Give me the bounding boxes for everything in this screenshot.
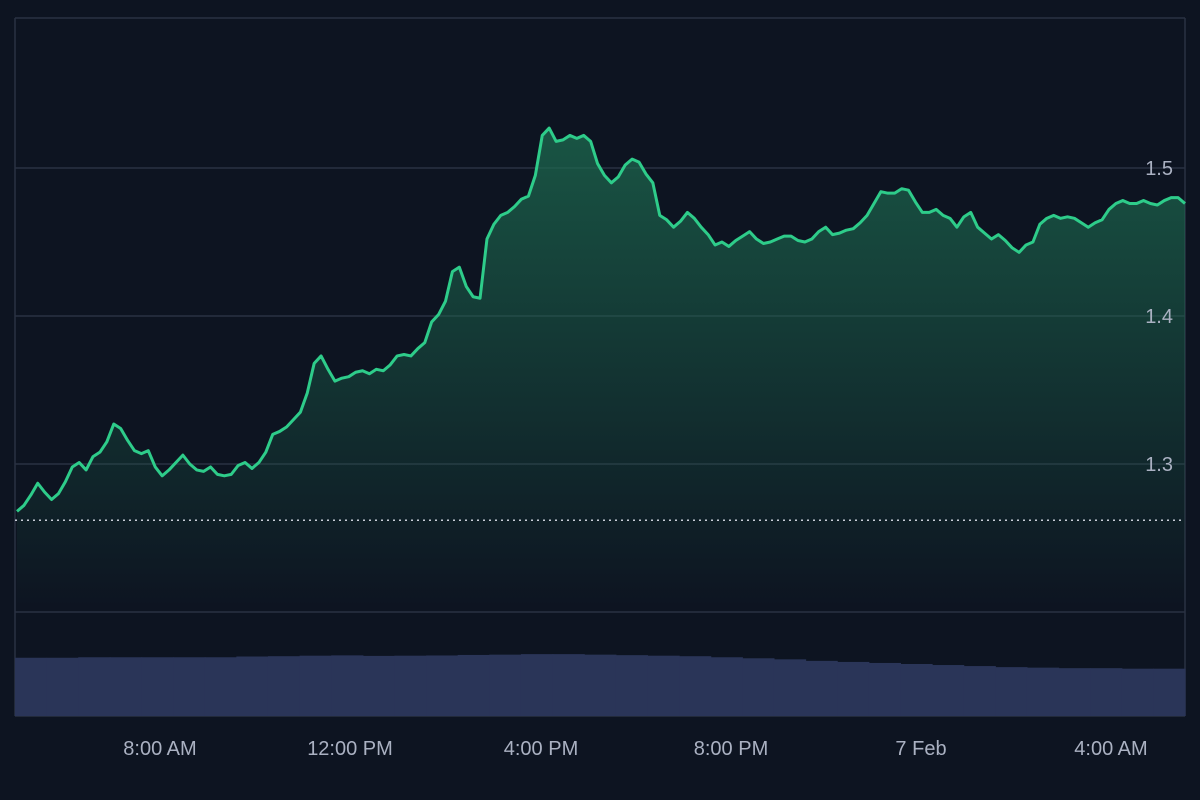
volume-bar [995, 667, 1028, 716]
x-tick-label: 12:00 PM [307, 738, 393, 760]
price-area [17, 128, 1185, 609]
volume-bar [963, 666, 996, 716]
volume-bar [900, 664, 933, 716]
volume-bar [1058, 668, 1091, 716]
volume-bar [520, 654, 554, 716]
volume-bar [805, 660, 838, 716]
price-line [16, 126, 1186, 513]
x-tick-label: 8:00 PM [694, 738, 768, 760]
volume-bar [109, 657, 143, 716]
volume-bar [1153, 668, 1186, 716]
y-axis-labels: 1.3 1.4 1.5 [1145, 158, 1173, 476]
volume-bar [426, 655, 459, 716]
volume-bar [141, 657, 174, 716]
volume-bar [710, 657, 743, 716]
y-tick-label: 1.5 [1145, 158, 1173, 180]
volume-bar [932, 665, 965, 716]
volume-bar [204, 657, 237, 716]
y-tick-label: 1.3 [1145, 454, 1173, 476]
volume-bar [679, 656, 712, 716]
volume-bar [552, 654, 585, 716]
x-tick-label: 4:00 AM [1074, 738, 1147, 760]
volume-bar [46, 657, 79, 716]
volume-bar [78, 657, 111, 716]
volume-bar [1090, 668, 1123, 716]
x-tick-label: 4:00 PM [504, 738, 578, 760]
volume-bar [773, 659, 807, 716]
volume-bar [742, 658, 775, 716]
y-tick-label: 1.4 [1145, 306, 1173, 328]
volume-bar [584, 654, 617, 716]
volume-bar [15, 657, 48, 716]
volume-bar [1121, 668, 1154, 716]
volume-bar [615, 655, 649, 716]
volume-bar [173, 657, 206, 716]
volume-bar [299, 655, 332, 716]
x-axis-labels: 8:00 AM 12:00 PM 4:00 PM 8:00 PM 7 Feb 4:00 A… [123, 738, 1147, 760]
volume-bar [236, 656, 269, 716]
volume-bar [868, 662, 901, 716]
volume-bars [15, 654, 1186, 716]
volume-bar [394, 655, 427, 716]
volume-bar [362, 655, 396, 716]
volume-bar [489, 654, 522, 716]
x-tick-label: 8:00 AM [123, 738, 196, 760]
volume-bar [837, 661, 870, 716]
volume-bar [331, 655, 364, 716]
volume-bar [267, 656, 301, 716]
volume-bar [647, 655, 680, 716]
volume-bar [1026, 667, 1060, 716]
volume-bar [457, 654, 490, 716]
x-tick-label: 7 Feb [895, 738, 946, 760]
